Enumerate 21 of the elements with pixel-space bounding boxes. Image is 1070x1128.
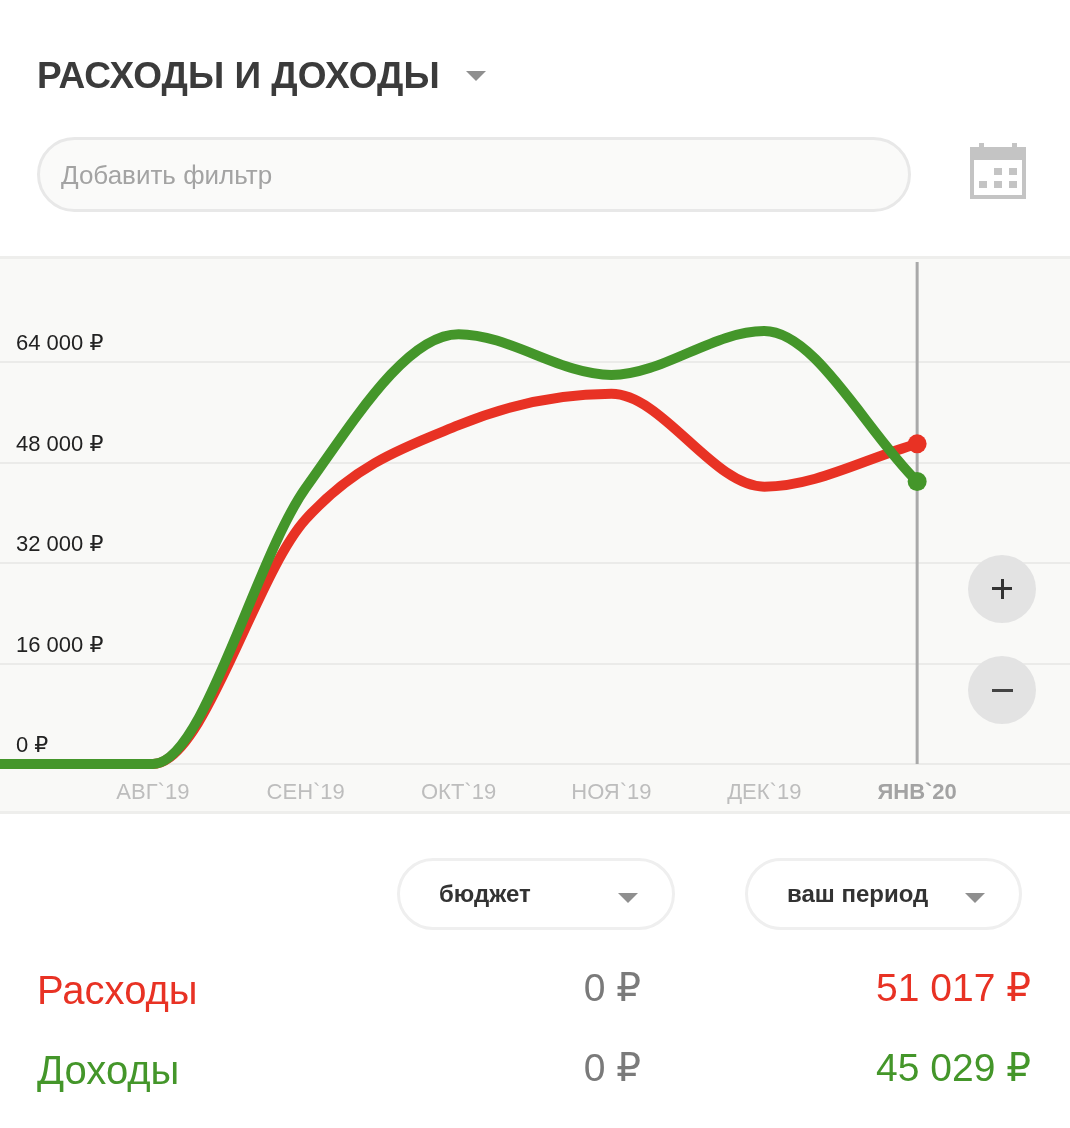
x-tick-label: СЕН`19: [266, 779, 345, 805]
chart-title: РАСХОДЫ И ДОХОДЫ: [37, 54, 440, 98]
text: 51 017 ₽: [876, 965, 1031, 1011]
x-tick-label: АВГ`19: [116, 779, 190, 805]
x-tick-label: ДЕК`19: [727, 779, 802, 805]
filter-field: Добавить фильтр: [37, 137, 911, 212]
text: Расходы: [37, 967, 198, 1014]
y-tick-label: 0 ₽: [16, 732, 49, 758]
y-tick-label: 16 000 ₽: [16, 631, 104, 657]
x-tick-label: ЯНВ`20: [877, 779, 957, 805]
y-tick-label: 64 000 ₽: [16, 330, 104, 356]
text: 0 ₽: [583, 965, 641, 1011]
x-tick-label: ОКТ`19: [420, 779, 497, 805]
dropdown-field: ваш период: [745, 858, 1022, 930]
dropdown-field: бюджет: [397, 858, 675, 930]
text: Доходы: [37, 1047, 180, 1094]
y-tick-label: 48 000 ₽: [16, 430, 104, 456]
x-tick-label: НОЯ`19: [571, 779, 652, 805]
text: 45 029 ₽: [876, 1045, 1031, 1091]
y-tick-label: 32 000 ₽: [16, 531, 104, 557]
text: 0 ₽: [583, 1045, 641, 1091]
